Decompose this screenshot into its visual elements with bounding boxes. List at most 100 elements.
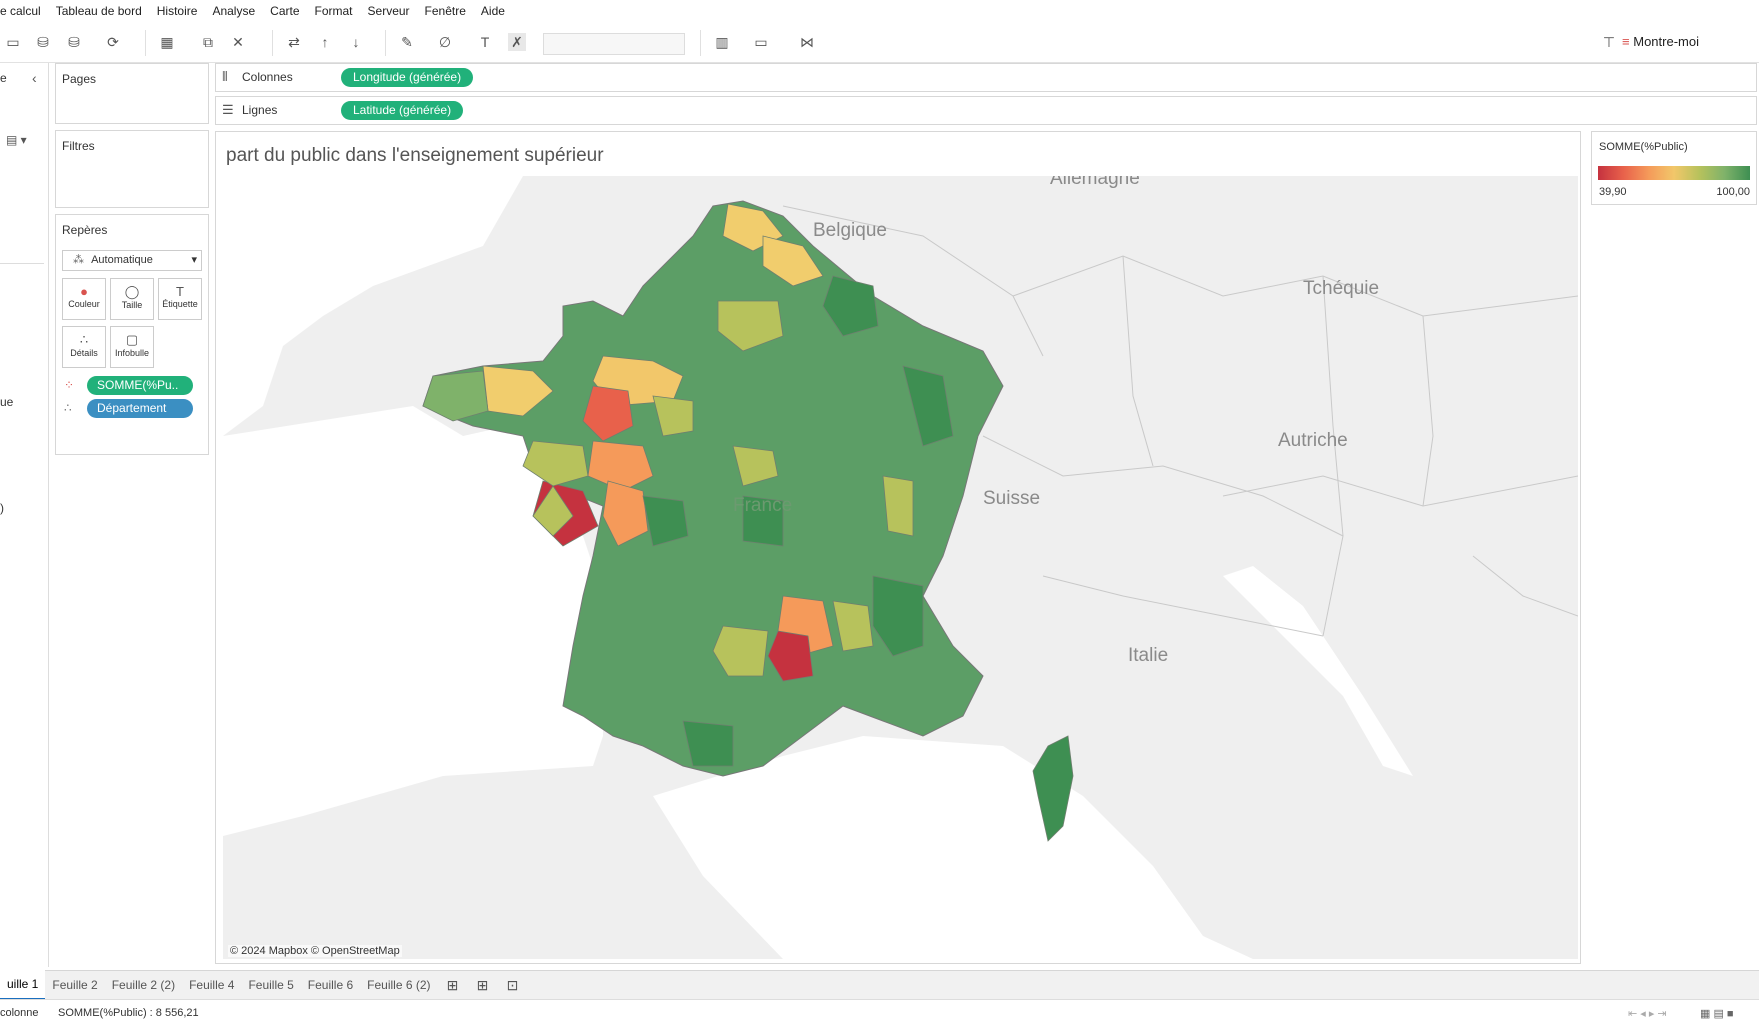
collapse-icon[interactable]: ‹ xyxy=(32,70,37,86)
show-labels-icon[interactable]: T xyxy=(480,34,490,50)
new-worksheet-tab-icon[interactable]: ⊞ xyxy=(446,976,459,993)
department-haute-loire[interactable] xyxy=(832,600,874,652)
presentation-icon[interactable]: ▭ xyxy=(754,34,768,50)
tab-feuille-6[interactable]: Feuille 6 xyxy=(307,978,354,992)
columns-icon: ⦀ xyxy=(222,69,228,84)
latitude-pill[interactable]: Latitude (générée) xyxy=(341,101,464,120)
tab-feuille-1[interactable]: uille 1 xyxy=(0,970,46,1000)
pause-updates-icon[interactable]: ⛁ xyxy=(68,34,80,50)
columns-shelf[interactable]: ⦀ Colonnes Longitude (générée) xyxy=(215,63,1757,92)
department-loire-atlantique[interactable] xyxy=(522,440,589,487)
sort-descending-icon[interactable]: ↓ xyxy=(352,34,360,50)
department-bas-rhin[interactable] xyxy=(902,365,954,447)
department-ardennes[interactable] xyxy=(822,275,879,337)
grid-view-icon[interactable]: ▦ ▤ ■ xyxy=(1700,1008,1734,1020)
tooltip-label: Infobulle xyxy=(114,348,150,358)
data-pane: e ‹ ▤ ▾ ue ) xyxy=(0,63,49,967)
columns-label: Colonnes xyxy=(242,70,293,84)
department-marne[interactable] xyxy=(717,300,784,352)
tab-feuille-5[interactable]: Feuille 5 xyxy=(248,978,294,992)
clear-sheet-icon[interactable]: ✕ xyxy=(232,34,244,50)
viz-canvas: part du public dans l'enseignement supér… xyxy=(215,131,1581,964)
rows-icon: ☰ xyxy=(222,102,234,117)
pages-shelf[interactable]: Pages xyxy=(55,63,209,124)
duplicate-icon[interactable]: ⧉ xyxy=(203,34,213,50)
department-loiret[interactable] xyxy=(652,395,694,437)
detail-pill[interactable]: Département xyxy=(87,399,193,418)
show-me-button[interactable]: ≡ Montre-moi xyxy=(1622,34,1699,49)
pages-title: Pages xyxy=(62,72,97,86)
swap-icon[interactable]: ⇄ xyxy=(288,34,300,50)
tab-feuille-4[interactable]: Feuille 4 xyxy=(189,978,235,992)
share-icon[interactable]: ⋈ xyxy=(800,34,814,50)
menu-item-format[interactable]: Format xyxy=(314,4,353,18)
size-button[interactable]: ◯ Taille xyxy=(110,278,154,320)
department-pyrenees-orientales[interactable] xyxy=(682,720,734,767)
size-label: Taille xyxy=(121,300,143,310)
tooltip-button[interactable]: ▢ Infobulle xyxy=(110,326,154,368)
department-sarthe[interactable] xyxy=(582,385,634,442)
color-icon: ● xyxy=(80,284,88,299)
fit-dropdown[interactable] xyxy=(543,33,685,55)
menu-item-carte[interactable]: Carte xyxy=(270,4,300,18)
menu-item-histoire[interactable]: Histoire xyxy=(156,4,198,18)
menu-item-fenetre[interactable]: Fenêtre xyxy=(424,4,466,18)
department-aisne[interactable] xyxy=(762,235,824,287)
department-ain[interactable] xyxy=(882,475,914,537)
filters-shelf[interactable]: Filtres xyxy=(55,130,209,208)
field-fragment[interactable]: ue xyxy=(0,395,14,409)
refresh-icon[interactable]: ⟳ xyxy=(107,34,119,50)
status-left: colonne xyxy=(0,1007,39,1019)
sea-adriatic xyxy=(1223,566,1413,776)
viz-title[interactable]: part du public dans l'enseignement supér… xyxy=(226,145,604,166)
menu-item-tableau-de-bord[interactable]: Tableau de bord xyxy=(55,4,142,18)
label-italie: Italie xyxy=(1128,645,1168,666)
new-story-tab-icon[interactable]: ⊡ xyxy=(506,976,519,993)
department-charente-maritime[interactable] xyxy=(532,485,574,537)
department-finistere[interactable] xyxy=(422,370,489,422)
department-tarn[interactable] xyxy=(712,625,769,677)
map[interactable]: Allemagne Belgique Tchéquie Autriche Sui… xyxy=(223,176,1578,959)
department-cher[interactable] xyxy=(732,445,779,487)
new-datasource-icon[interactable]: ⛁ xyxy=(37,34,49,50)
menu-item-aide[interactable]: Aide xyxy=(480,4,505,18)
department-deux-sevres[interactable] xyxy=(602,480,649,547)
new-dashboard-tab-icon[interactable]: ⊞ xyxy=(476,976,489,993)
tab-feuille-2[interactable]: Feuille 2 xyxy=(52,978,98,992)
color-legend[interactable]: SOMME(%Public) 39,90 100,00 xyxy=(1591,131,1757,205)
signpost-icon[interactable]: ⊤ xyxy=(1602,34,1616,50)
department-vienne[interactable] xyxy=(642,495,689,547)
new-worksheet-icon[interactable]: ▦ xyxy=(160,34,174,50)
menu-item-analyse[interactable]: Analyse xyxy=(212,4,256,18)
map-credit[interactable]: © 2024 Mapbox © OpenStreetMap xyxy=(228,945,402,957)
longitude-pill[interactable]: Longitude (générée) xyxy=(341,68,474,87)
color-button[interactable]: ● Couleur xyxy=(62,278,106,320)
label-suisse: Suisse xyxy=(983,488,1040,509)
highlight-icon[interactable]: ✎ xyxy=(401,34,413,50)
mark-type-dropdown[interactable]: ⁂ Automatique ▾ xyxy=(62,250,202,271)
field-fragment-2[interactable]: ) xyxy=(0,501,4,515)
department-aveyron[interactable] xyxy=(767,630,814,682)
department-maine-loire[interactable] xyxy=(587,440,654,492)
map-svg[interactable]: Allemagne Belgique Tchéquie Autriche Sui… xyxy=(223,176,1578,959)
detail-button[interactable]: ∴ Détails xyxy=(62,326,106,368)
department-isere[interactable] xyxy=(872,575,924,657)
department-nievre[interactable] xyxy=(742,495,784,547)
group-icon[interactable]: ∅ xyxy=(438,34,452,50)
save-icon[interactable]: ▭ xyxy=(6,34,20,50)
corsica[interactable] xyxy=(1032,735,1074,842)
view-toggle-icon[interactable]: ▤ ▾ xyxy=(6,133,27,147)
label-button[interactable]: T Étiquette xyxy=(158,278,202,320)
rows-shelf[interactable]: ☰ Lignes Latitude (générée) xyxy=(215,96,1757,125)
menu-item-serveur[interactable]: Serveur xyxy=(367,4,410,18)
departments[interactable] xyxy=(422,203,954,767)
show-cards-icon[interactable]: ▥ xyxy=(715,34,729,50)
fix-axes-icon[interactable]: ✗ xyxy=(508,33,526,51)
sea-atlantic xyxy=(223,406,603,836)
sort-ascending-icon[interactable]: ↑ xyxy=(321,34,329,50)
color-pill[interactable]: SOMME(%Pu.. xyxy=(87,376,193,395)
tab-feuille-2-2[interactable]: Feuille 2 (2) xyxy=(111,978,176,992)
menu-item-calcul[interactable]: e calcul xyxy=(0,4,41,18)
tab-feuille-6-2[interactable]: Feuille 6 (2) xyxy=(367,978,431,992)
nav-arrows-icon[interactable]: ⇤ ◂ ▸ ⇥ xyxy=(1628,1008,1667,1020)
